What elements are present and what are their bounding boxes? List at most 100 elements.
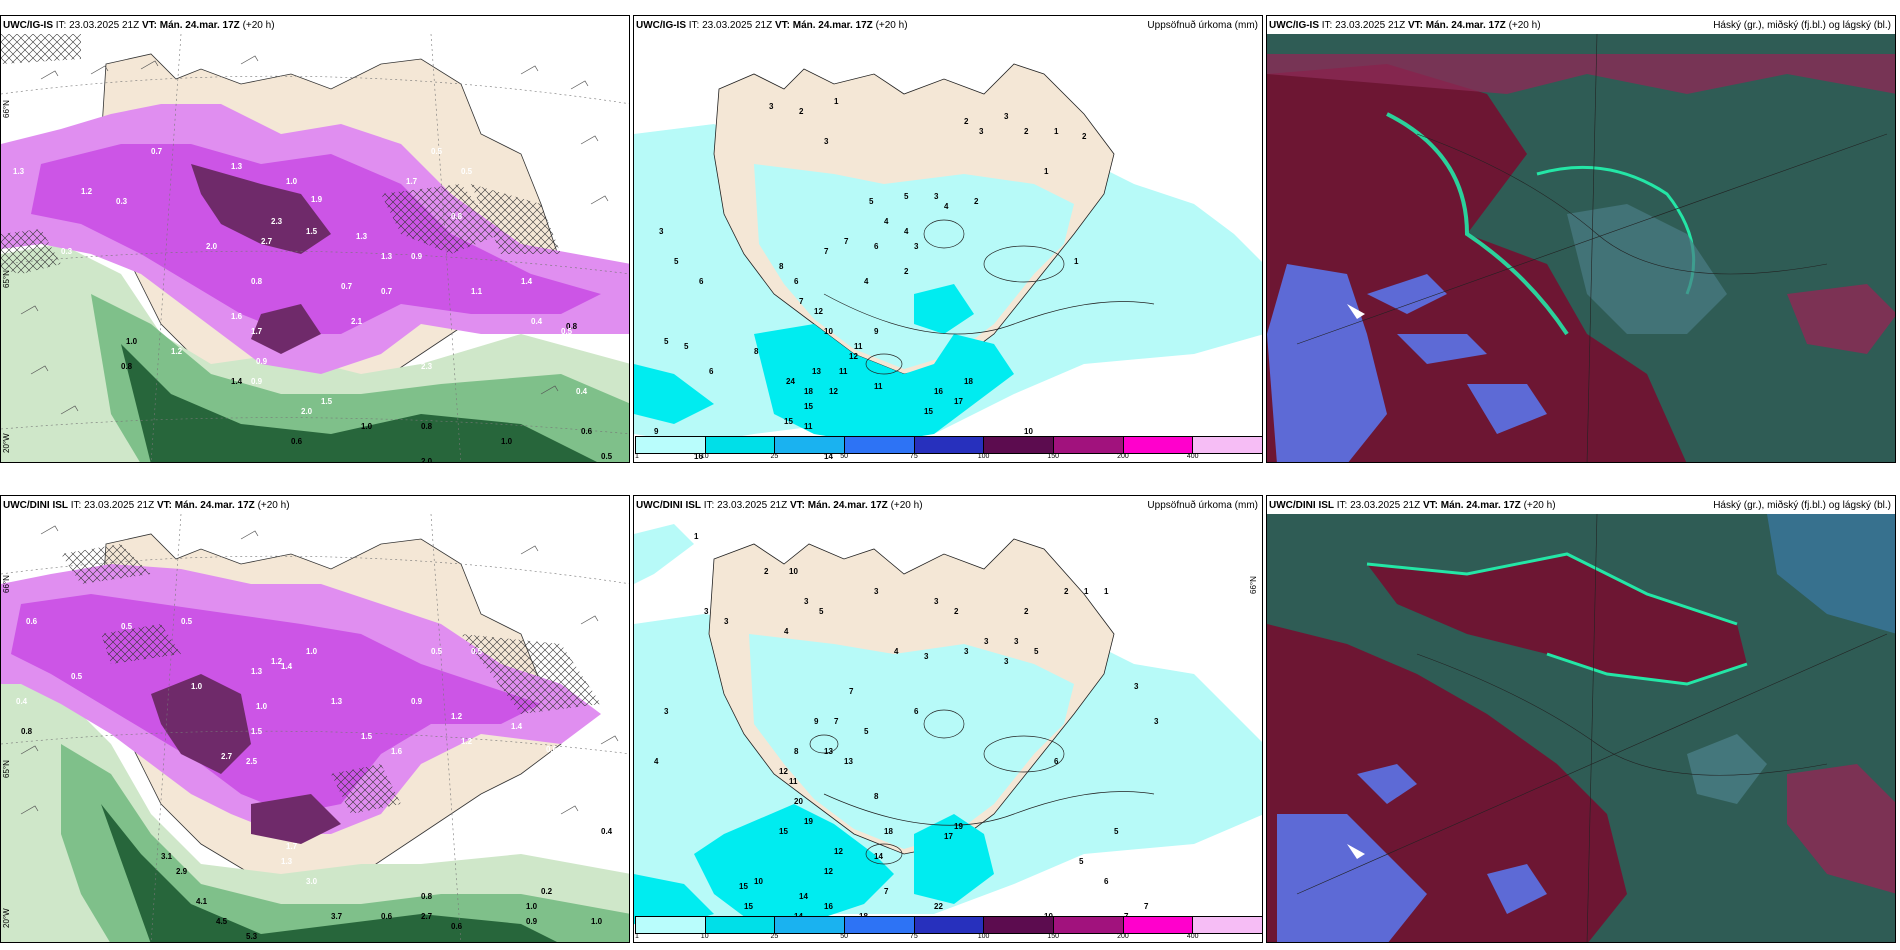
svg-text:0.9: 0.9 <box>526 917 538 926</box>
svg-text:1.0: 1.0 <box>256 702 268 711</box>
legend-tick: 75 <box>909 933 918 940</box>
svg-text:16: 16 <box>694 452 703 461</box>
legend-tick: 150 <box>1047 453 1060 460</box>
svg-text:66°N: 66°N <box>1249 576 1258 594</box>
vt-label: VT: <box>141 20 157 31</box>
svg-text:2: 2 <box>1082 132 1087 141</box>
svg-text:1.4: 1.4 <box>231 377 243 386</box>
legend-swatch <box>845 917 915 933</box>
svg-text:6: 6 <box>914 707 919 716</box>
vt-value: Mán. 24.mar. 17Z <box>1440 500 1521 511</box>
legend-tick: 400 <box>1186 453 1199 460</box>
legend-swatch <box>984 917 1055 933</box>
svg-text:2.1: 2.1 <box>351 317 363 326</box>
svg-text:9: 9 <box>874 327 879 336</box>
svg-text:1.2: 1.2 <box>81 187 93 196</box>
svg-text:1.7: 1.7 <box>286 842 298 851</box>
value-labels: 1.3 1.2 0.3 1.3 1.9 2.3 2.7 2.0 1.5 1.3 … <box>13 147 613 462</box>
vt-value: Mán. 24.mar. 17Z <box>159 20 240 31</box>
svg-text:1.4: 1.4 <box>281 662 293 671</box>
svg-text:15: 15 <box>804 402 813 411</box>
svg-text:1: 1 <box>1084 587 1089 596</box>
cloud-cover-map <box>1267 34 1895 462</box>
field-title: Uppsöfnuð úrkoma (mm) <box>1147 500 1258 511</box>
svg-text:3: 3 <box>914 242 919 251</box>
legend-tick: 50 <box>840 453 849 460</box>
svg-text:3: 3 <box>659 227 664 236</box>
svg-text:6: 6 <box>794 277 799 286</box>
lead-time: (+20 h) <box>257 500 290 511</box>
vt-value: Mán. 24.mar. 17Z <box>174 500 255 511</box>
svg-text:2: 2 <box>904 267 909 276</box>
svg-text:22: 22 <box>934 902 943 911</box>
svg-text:3: 3 <box>1004 657 1009 666</box>
svg-text:0.8: 0.8 <box>421 422 433 431</box>
svg-text:8: 8 <box>794 747 799 756</box>
svg-text:0.5: 0.5 <box>431 647 443 656</box>
svg-text:1.0: 1.0 <box>501 437 513 446</box>
svg-text:2: 2 <box>764 567 769 576</box>
svg-text:4: 4 <box>784 627 789 636</box>
it-label: IT: <box>703 500 715 511</box>
svg-text:1.2: 1.2 <box>461 737 473 746</box>
svg-text:1.3: 1.3 <box>231 162 243 171</box>
panel-top-left: UWC/IG-IS IT: 23.03.2025 21Z VT: Mán. 24… <box>0 15 630 463</box>
svg-text:3: 3 <box>1134 682 1139 691</box>
svg-text:11: 11 <box>839 367 848 376</box>
svg-text:7: 7 <box>799 297 804 306</box>
panel-header: UWC/IG-IS IT: 23.03.2025 21Z VT: Mán. 24… <box>636 18 1258 34</box>
panel-header: UWC/IG-IS IT: 23.03.2025 21Z VT: Mán. 24… <box>3 18 625 34</box>
legend-tick: 150 <box>1047 933 1060 940</box>
svg-text:0.7: 0.7 <box>151 147 163 156</box>
svg-text:3: 3 <box>874 587 879 596</box>
legend-swatch <box>984 437 1055 453</box>
svg-text:1.3: 1.3 <box>13 167 25 176</box>
svg-text:4: 4 <box>894 647 899 656</box>
svg-text:19: 19 <box>954 822 963 831</box>
svg-text:1.9: 1.9 <box>311 195 323 204</box>
svg-text:3: 3 <box>1154 717 1159 726</box>
svg-text:4: 4 <box>904 227 909 236</box>
svg-text:1.0: 1.0 <box>191 682 203 691</box>
svg-text:1.5: 1.5 <box>321 397 333 406</box>
lead-time: (+20 h) <box>875 20 908 31</box>
svg-text:0.6: 0.6 <box>381 912 393 921</box>
svg-text:2: 2 <box>964 117 969 126</box>
svg-text:3.0: 3.0 <box>306 877 318 886</box>
svg-text:1.0: 1.0 <box>126 337 138 346</box>
svg-text:0.8: 0.8 <box>421 892 433 901</box>
svg-text:9: 9 <box>814 717 819 726</box>
svg-text:2: 2 <box>1064 587 1069 596</box>
vt-label: VT: <box>1407 20 1423 31</box>
svg-text:1.5: 1.5 <box>251 727 263 736</box>
svg-text:3.7: 3.7 <box>331 912 343 921</box>
it-label: IT: <box>1336 500 1348 511</box>
svg-text:2.7: 2.7 <box>421 912 433 921</box>
svg-text:3.1: 3.1 <box>161 852 173 861</box>
legend-swatch <box>1054 437 1124 453</box>
svg-text:0.5: 0.5 <box>561 327 573 336</box>
svg-text:0.6: 0.6 <box>546 745 558 754</box>
svg-text:8: 8 <box>779 262 784 271</box>
svg-text:0.5: 0.5 <box>431 147 443 156</box>
svg-text:19: 19 <box>804 817 813 826</box>
svg-text:3: 3 <box>769 102 774 111</box>
svg-text:0.5: 0.5 <box>461 167 473 176</box>
svg-text:2.0: 2.0 <box>206 242 218 251</box>
svg-text:1.1: 1.1 <box>471 287 483 296</box>
svg-text:1: 1 <box>694 532 699 541</box>
svg-text:6: 6 <box>1104 877 1109 886</box>
svg-text:1.0: 1.0 <box>306 647 318 656</box>
it-label: IT: <box>55 20 67 31</box>
it-label: IT: <box>1321 20 1333 31</box>
svg-text:1.0: 1.0 <box>361 422 373 431</box>
svg-text:7: 7 <box>849 687 854 696</box>
legend-tick: 10 <box>700 933 709 940</box>
svg-text:11: 11 <box>854 342 863 351</box>
svg-text:3: 3 <box>724 617 729 626</box>
svg-text:2.9: 2.9 <box>176 867 188 876</box>
svg-text:65°N: 65°N <box>2 760 11 778</box>
panel-header: UWC/DINI ISL IT: 23.03.2025 21Z VT: Mán.… <box>3 498 625 514</box>
svg-text:2: 2 <box>799 107 804 116</box>
